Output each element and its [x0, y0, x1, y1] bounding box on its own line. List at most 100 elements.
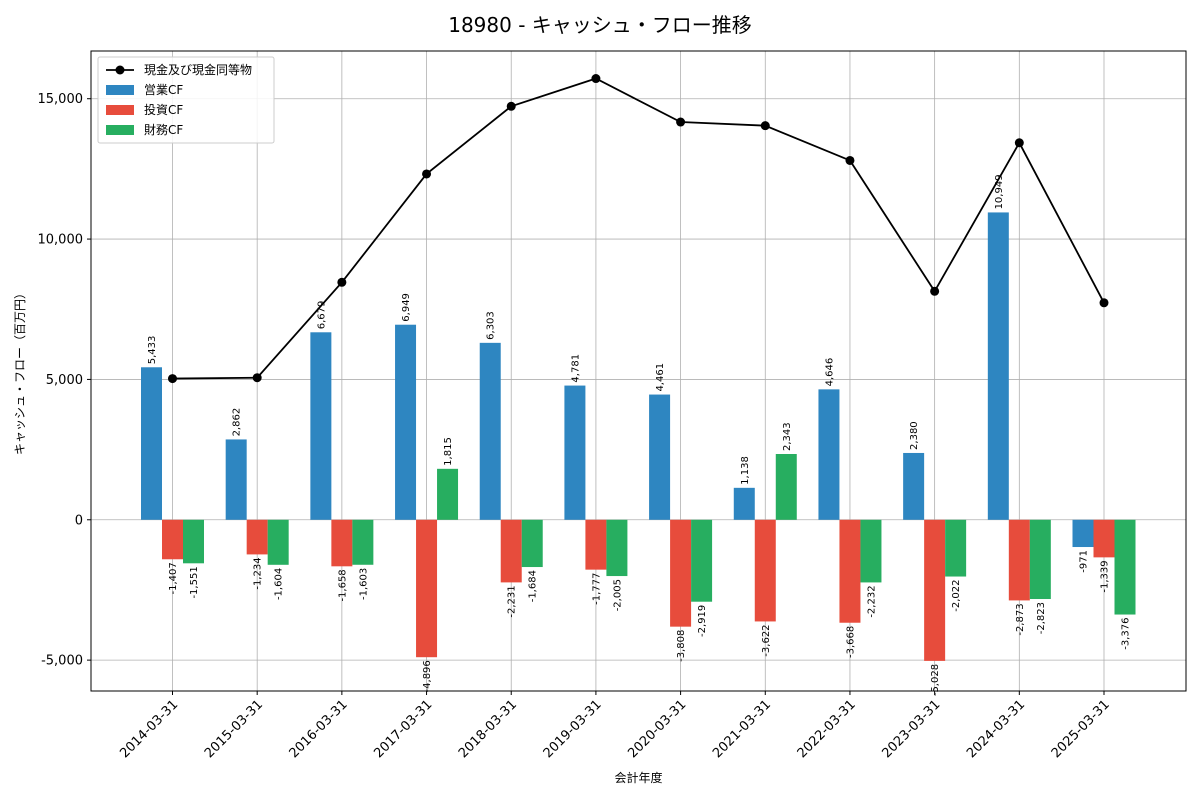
bar-value-label: -3,808 [676, 630, 687, 662]
bar-value-label: -1,339 [1100, 560, 1111, 592]
bar-3 [606, 519, 628, 577]
bar-2 [416, 519, 438, 658]
chart-title: 18980 - キャッシュ・フロー推移 [448, 13, 752, 37]
bar-value-label: 4,461 [655, 363, 666, 392]
legend-entry: 投資CF [144, 102, 183, 117]
bar-value-label: -2,823 [1036, 602, 1047, 634]
bar-value-label: -1,604 [274, 568, 285, 600]
x-tick-label: 2023-03-31 [879, 697, 943, 761]
bar-2 [839, 519, 861, 623]
cash-point [1014, 138, 1024, 148]
bar-value-label: -3,622 [761, 624, 772, 656]
bars-layer [141, 212, 1136, 661]
bar-1 [141, 367, 162, 520]
y-tick-label: -5,000 [41, 654, 83, 669]
bar-3 [860, 519, 882, 583]
cash-point [930, 286, 940, 296]
bar-value-label: -2,873 [1015, 603, 1026, 635]
x-tick-label: 2024-03-31 [964, 697, 1028, 761]
y-tick-label: 10,000 [38, 233, 84, 248]
bar-value-label: 6,679 [316, 301, 327, 330]
legend-frame [97, 56, 275, 144]
bar-1 [225, 439, 247, 520]
bar-3 [183, 519, 204, 564]
x-axis-label: 会計年度 [614, 770, 662, 785]
x-tick-label: 2015-03-31 [202, 697, 266, 761]
bar-value-label: -2,919 [697, 605, 708, 637]
bar-1 [310, 332, 332, 520]
line-layer [168, 74, 1109, 384]
x-tick-label: 2020-03-31 [625, 697, 689, 761]
bar-1 [1072, 519, 1094, 548]
bar-value-label: 6,303 [486, 311, 497, 340]
cash-point [591, 74, 601, 84]
bar-value-label: 2,862 [232, 408, 243, 437]
bar-value-label: -1,684 [528, 570, 539, 602]
bar-1 [564, 385, 586, 520]
plot-frame [90, 50, 1187, 692]
bar-1 [903, 452, 925, 520]
bar-3 [267, 519, 289, 565]
bar-1 [649, 394, 671, 520]
x-tick-label: 2019-03-31 [541, 697, 605, 761]
legend-bar-swatch [106, 85, 134, 95]
y-tick-label: 0 [75, 513, 83, 528]
bar-value-label: -3,376 [1121, 618, 1132, 650]
cash-point [676, 117, 686, 127]
bar-2 [246, 519, 268, 555]
bar-1 [987, 212, 1009, 520]
bar-value-label: 4,646 [824, 358, 835, 387]
bar-value-label: -2,232 [866, 585, 877, 617]
legend-bar-swatch [106, 105, 134, 115]
bar-3 [1029, 519, 1051, 600]
bar-value-label: -1,551 [189, 566, 200, 598]
bar-value-label: 10,949 [994, 174, 1005, 209]
bar-2 [924, 519, 946, 661]
bar-value-label: -1,603 [358, 568, 369, 600]
bar-value-label: -1,407 [168, 562, 179, 594]
bar-1 [395, 324, 417, 520]
bar-3 [691, 519, 713, 602]
bar-2 [162, 519, 183, 560]
bar-value-label: -1,658 [337, 569, 348, 601]
y-tick-label: 15,000 [38, 92, 84, 107]
bar-value-label: 2,343 [782, 422, 793, 451]
cash-point [506, 101, 516, 111]
bar-value-label: 1,815 [443, 437, 454, 466]
bar-value-label: 4,781 [570, 354, 581, 383]
legend-entry: 営業CF [144, 83, 183, 97]
legend-entry: 財務CF [144, 122, 183, 137]
bar-3 [1114, 519, 1136, 615]
legend-marker-swatch [115, 65, 125, 75]
bar-value-label: -2,022 [951, 580, 962, 612]
bar-value-label: 1,138 [740, 456, 751, 485]
cash-point [760, 121, 770, 131]
bar-2 [1093, 519, 1115, 558]
bar-value-label: -971 [1079, 550, 1090, 573]
bar-2 [1008, 519, 1030, 601]
cash-point [1099, 298, 1109, 308]
bar-value-label: -1,777 [591, 573, 602, 605]
x-tick-label: 2014-03-31 [117, 697, 181, 761]
bar-2 [670, 519, 692, 627]
x-tick-label: 2022-03-31 [795, 697, 859, 761]
x-tick-label: 2025-03-31 [1049, 697, 1113, 761]
cash-point [168, 374, 177, 384]
bar-2 [754, 519, 776, 622]
bar-2 [500, 519, 522, 583]
cash-point [337, 277, 347, 287]
bar-1 [479, 342, 501, 520]
bar-value-label: 2,380 [909, 421, 920, 450]
bar-value-label: -2,231 [507, 585, 518, 617]
bar-3 [521, 519, 543, 568]
bar-2 [585, 519, 607, 570]
cash-point [845, 155, 855, 165]
bar-value-label: -1,234 [253, 557, 264, 589]
bar-value-label: -4,896 [422, 660, 433, 692]
bar-1 [818, 389, 840, 520]
bar-value-label: -3,668 [845, 626, 856, 658]
legend-bar-swatch [106, 125, 134, 135]
